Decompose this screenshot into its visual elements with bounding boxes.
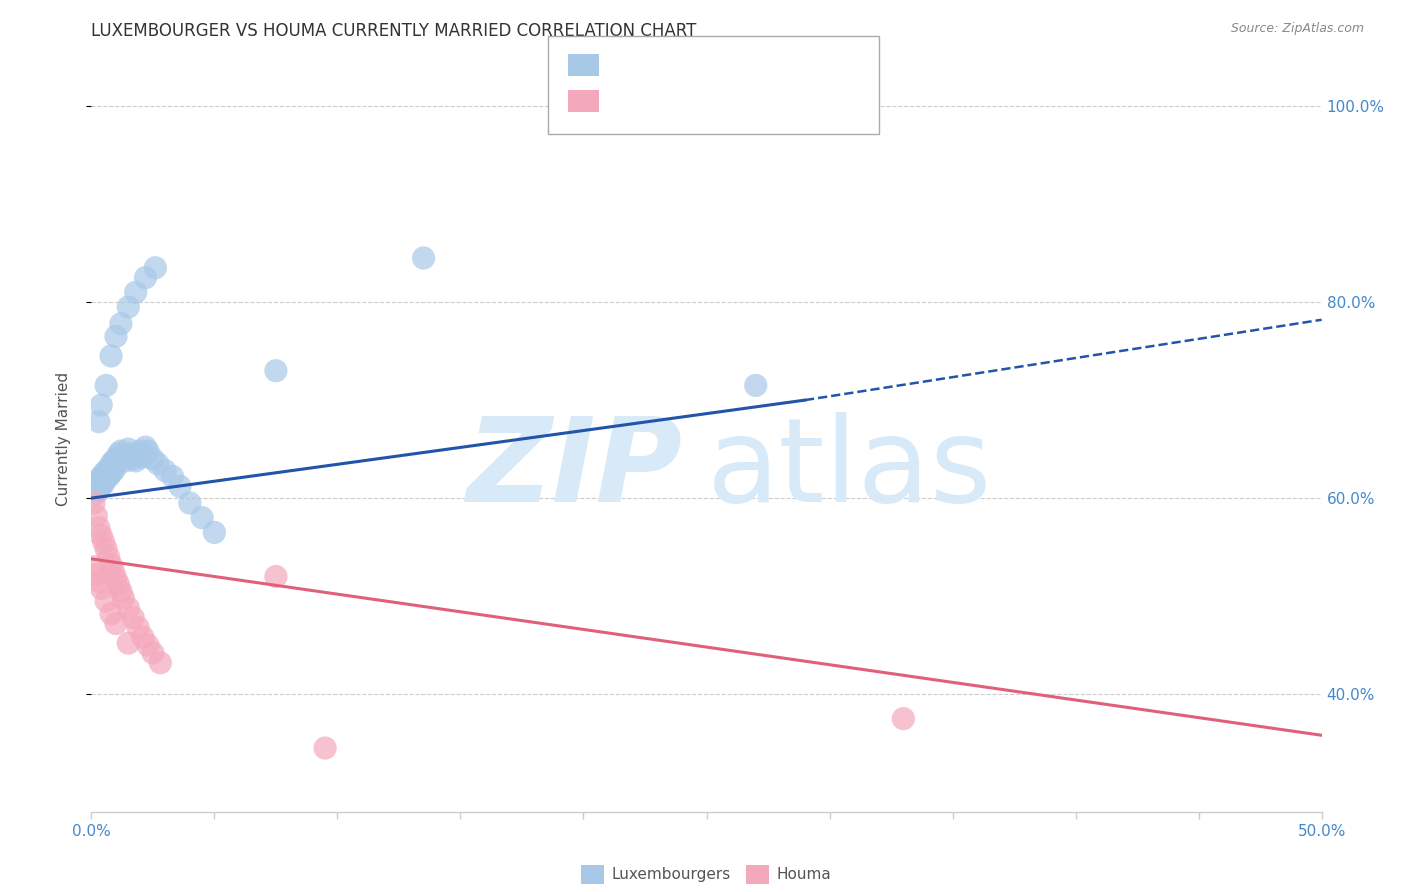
- Point: [103, 454, 125, 468]
- Point: [120, 447, 142, 461]
- Point: [124, 454, 146, 468]
- Point: [112, 591, 135, 605]
- Point: [412, 251, 434, 265]
- Point: [96, 378, 117, 392]
- Point: [87, 415, 110, 429]
- Point: [179, 496, 201, 510]
- Point: [100, 349, 122, 363]
- Point: [103, 464, 125, 478]
- Point: [105, 616, 127, 631]
- Point: [110, 584, 132, 599]
- Point: [129, 444, 152, 458]
- Point: [264, 569, 287, 583]
- Point: [153, 464, 177, 478]
- Point: [142, 451, 165, 466]
- Point: [117, 636, 139, 650]
- Point: [86, 486, 108, 500]
- Point: [83, 496, 105, 510]
- Point: [142, 646, 165, 660]
- Point: [86, 476, 108, 491]
- Point: [83, 481, 105, 495]
- Point: [145, 260, 166, 275]
- Point: [105, 572, 127, 586]
- Point: [90, 528, 112, 542]
- Point: [135, 440, 156, 454]
- Point: [127, 620, 149, 634]
- Point: [100, 607, 122, 621]
- Point: [162, 469, 184, 483]
- Point: [97, 469, 120, 483]
- Point: [117, 442, 139, 456]
- Point: [83, 559, 105, 574]
- Point: [90, 469, 112, 483]
- Text: R =  0.263   N = 53: R = 0.263 N = 53: [612, 58, 769, 72]
- Point: [202, 525, 225, 540]
- Point: [117, 600, 139, 615]
- Text: LUXEMBOURGER VS HOUMA CURRENTLY MARRIED CORRELATION CHART: LUXEMBOURGER VS HOUMA CURRENTLY MARRIED …: [91, 22, 697, 40]
- Point: [100, 558, 122, 572]
- Point: [90, 398, 112, 412]
- Point: [132, 450, 155, 464]
- Point: [146, 457, 169, 471]
- Point: [96, 594, 117, 608]
- Point: [135, 270, 156, 285]
- Point: [264, 364, 287, 378]
- Point: [90, 582, 112, 596]
- Point: [96, 471, 117, 485]
- Point: [87, 483, 110, 498]
- Point: [117, 300, 139, 314]
- Point: [100, 467, 122, 481]
- Y-axis label: Currently Married: Currently Married: [56, 372, 70, 507]
- Point: [110, 444, 132, 458]
- Point: [87, 474, 110, 488]
- Point: [107, 577, 129, 591]
- Point: [112, 450, 135, 464]
- Point: [86, 567, 108, 582]
- Point: [122, 451, 145, 466]
- Point: [87, 520, 110, 534]
- Point: [314, 741, 336, 756]
- Point: [97, 461, 120, 475]
- Text: R = -0.367   N = 31: R = -0.367 N = 31: [612, 94, 769, 108]
- Point: [103, 565, 125, 579]
- Point: [136, 638, 159, 652]
- Point: [891, 712, 914, 726]
- Point: [124, 285, 146, 300]
- Point: [105, 329, 127, 343]
- Point: [136, 444, 159, 458]
- Point: [105, 451, 127, 466]
- Point: [87, 574, 110, 589]
- Text: atlas: atlas: [706, 411, 991, 526]
- Point: [132, 630, 155, 644]
- Point: [93, 467, 115, 481]
- Point: [96, 464, 117, 478]
- Point: [114, 454, 138, 468]
- Point: [93, 476, 115, 491]
- Point: [110, 317, 132, 331]
- Point: [169, 479, 191, 493]
- Point: [86, 508, 108, 523]
- Point: [191, 510, 214, 524]
- Point: [127, 447, 149, 461]
- Point: [96, 542, 117, 557]
- Legend: Luxembourgers, Houma: Luxembourgers, Houma: [575, 859, 838, 889]
- Point: [745, 378, 768, 392]
- Point: [93, 535, 115, 549]
- Point: [100, 457, 122, 471]
- Point: [149, 656, 172, 670]
- Point: [105, 459, 127, 474]
- Point: [97, 549, 120, 564]
- Text: ZIP: ZIP: [465, 411, 682, 526]
- Point: [122, 610, 145, 624]
- Point: [107, 447, 129, 461]
- Text: Source: ZipAtlas.com: Source: ZipAtlas.com: [1230, 22, 1364, 36]
- Point: [90, 479, 112, 493]
